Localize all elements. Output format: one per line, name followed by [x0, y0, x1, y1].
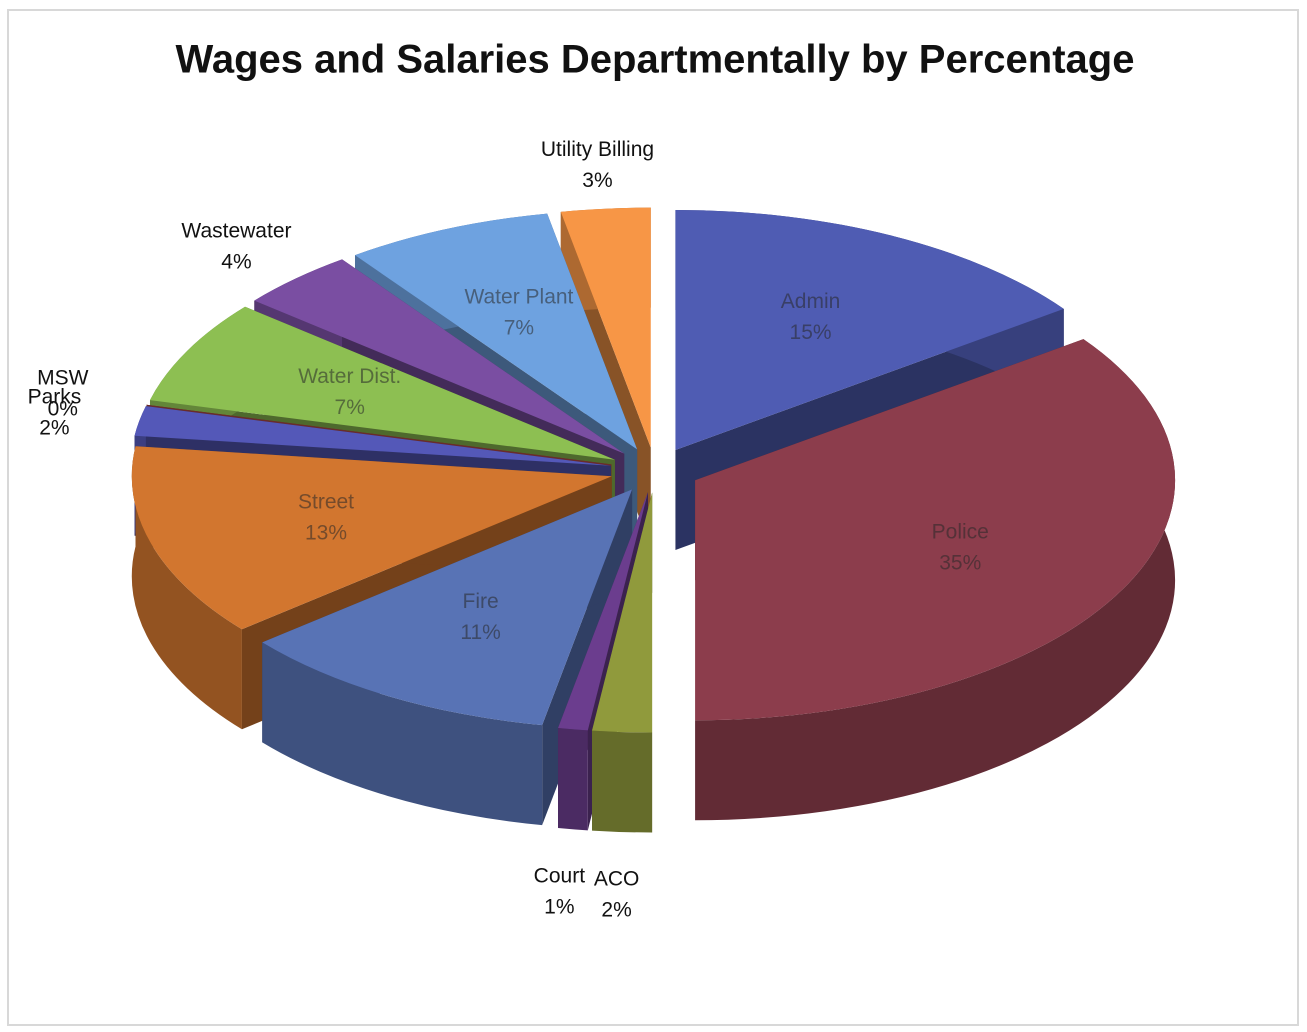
- slice: [134, 406, 611, 466]
- slice-label: Street: [298, 490, 354, 513]
- slice-wall: [558, 727, 588, 831]
- slice: [695, 339, 1176, 721]
- slice-label: Admin: [781, 290, 841, 313]
- slice-label: Fire: [463, 590, 499, 613]
- slice: [592, 492, 653, 733]
- slice-wall: [695, 339, 1176, 821]
- slice: [558, 492, 648, 731]
- slice-value-label: 1%: [544, 895, 574, 918]
- slice-label: Water Dist.: [298, 365, 401, 388]
- slice-value-label: 2%: [39, 416, 69, 439]
- slice-wall: [592, 730, 653, 833]
- slice-value-label: 11%: [460, 621, 500, 644]
- slice-value-label: 2%: [601, 899, 631, 922]
- chart-title: Wages and Salaries Departmentally by Per…: [176, 38, 1135, 82]
- slice: [354, 213, 638, 450]
- slice-value-label: 15%: [790, 321, 832, 344]
- slice-label: Utility Billing: [541, 138, 654, 161]
- slice: [254, 259, 625, 454]
- slice-label: Water Plant: [464, 285, 573, 308]
- slice-value-label: 4%: [221, 251, 251, 274]
- slice: [131, 446, 612, 630]
- slice-label: Wastewater: [181, 220, 291, 243]
- slice: [560, 207, 651, 448]
- slice-value-label: 7%: [335, 396, 365, 419]
- slice-wall: [131, 446, 242, 730]
- slice-label: Parks: [28, 385, 82, 408]
- slice-label: MSW: [37, 367, 89, 390]
- slice-value-label: 0%: [48, 398, 78, 421]
- slice: [675, 209, 1064, 450]
- slice-wall: [262, 642, 543, 826]
- slice-value-label: 3%: [582, 169, 612, 192]
- slice-value-label: 35%: [939, 551, 981, 574]
- slice-value-label: 7%: [504, 316, 534, 339]
- slice-label: ACO: [594, 868, 640, 891]
- slice: [149, 306, 615, 460]
- slice-label: Court: [534, 864, 586, 887]
- slice-label: Police: [932, 520, 989, 543]
- slice: [262, 489, 633, 726]
- slice-value-label: 13%: [305, 521, 347, 544]
